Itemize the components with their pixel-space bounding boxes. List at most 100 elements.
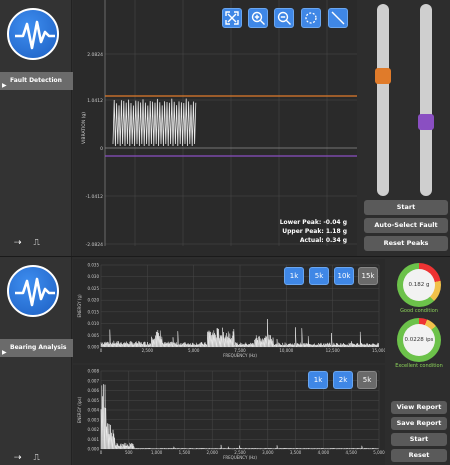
range-2k-button[interactable]: 2k [333,371,353,389]
reset-button[interactable]: Reset [391,449,447,462]
start-button[interactable]: Start [364,200,448,215]
velocity-spectrum-plot[interactable]: 0.008 0.007 0.006 0.005 0.004 0.003 0.002 0.001… [73,365,385,465]
draw-line-button[interactable] [328,8,348,28]
lower-peak-label: Lower Peak: [279,219,322,226]
arrows-icon[interactable]: ⇢ [14,453,22,463]
nav-tab-fault-detection[interactable]: ▶ Fault Detection [0,72,78,90]
pulse-icon[interactable]: ⎍ [33,238,40,248]
upper-limit-slider[interactable] [375,4,391,196]
x-tick-label: 2,000 [206,450,218,455]
upper-peak-label: Upper Peak: [282,228,324,235]
sidebar-icon-row: ⇢ ⎍ [14,453,64,463]
pulse-icon[interactable]: ⎍ [33,453,40,463]
range-1k-button[interactable]: 1k [284,267,304,285]
actual-value: 0.34 g [325,237,347,244]
y-axis-label: ENERGY (g) [77,294,82,318]
zoom-in-button[interactable] [248,8,268,28]
spectrum-trace [100,318,379,348]
upper-peak-value: 1.18 g [325,228,347,235]
x-tick-label: 4,500 [345,450,357,455]
vibration-plot[interactable]: 2.0824 1.0412 0 -1.0412 -2.0824 VIBRATIO… [73,0,357,256]
spectrum-trace [100,384,379,450]
velocity-condition-label: Excellent condition [395,363,443,369]
zoom-out-button[interactable] [274,8,294,28]
upper-limit-thumb[interactable] [375,68,391,84]
draw-line-icon [331,11,345,25]
x-tick-label: 0 [100,348,103,353]
velocity-spectrum-svg: 0.008 0.007 0.006 0.005 0.004 0.003 0.002 0.001… [77,369,385,461]
y-tick-label: 0.020 [88,298,100,303]
y-tick-label: 0.000 [88,345,100,350]
fault-sidebar: ▶ Fault Detection ⇢ ⎍ [0,0,78,256]
x-tick-label: 3,000 [262,450,274,455]
y-tick-label: 0.003 [88,417,100,422]
lower-peak-value: -0.04 g [323,219,347,226]
acceleration-spectrum-svg: 0.035 0.030 0.025 0.020 0.015 0.010 0.005 0.000… [77,263,385,359]
vibration-waveform [112,98,197,147]
bearing-analysis-panel: ▶ Bearing Analysis ⇢ ⎍ 0.035 0.030 0.025 0.0… [0,256,450,465]
logo-waveform-icon [7,8,59,60]
actual-label: Actual: [299,237,324,244]
velocity-gauge: 0.0228 ips [397,318,441,362]
range-5k-button[interactable]: 5k [357,371,377,389]
y-tick-label: 0.004 [88,408,100,413]
x-tick-label: 5,000 [373,450,385,455]
y-tick-label: -1.0412 [86,194,104,200]
y-tick-label: 0.002 [88,427,100,432]
save-report-button[interactable]: Save Report [391,417,447,430]
y-tick-label: 0.005 [88,398,100,403]
range-5k-button[interactable]: 5k [309,267,329,285]
x-tick-label: 12,500 [326,348,340,353]
fault-detection-panel: ▶ Fault Detection ⇢ ⎍ [0,0,450,256]
y-tick-label: 0.008 [88,369,100,374]
x-tick-label: 4,000 [318,450,330,455]
range-1k-button[interactable]: 1k [308,371,328,389]
arrows-icon[interactable]: ⇢ [14,238,22,248]
sidebar-icon-row: ⇢ ⎍ [14,238,64,248]
y-tick-label: 0.005 [88,333,100,338]
select-region-button[interactable] [301,8,321,28]
y-tick-label: -2.0824 [86,242,104,248]
lower-limit-slider[interactable] [418,4,434,196]
start-button[interactable]: Start [391,433,447,446]
x-tick-label: 2,500 [234,450,246,455]
x-tick-label: 0 [100,450,103,455]
select-region-icon [305,12,317,24]
nav-tab-label: Bearing Analysis [10,344,67,351]
x-tick-label: 1,500 [179,450,191,455]
range-15k-button[interactable]: 15k [358,267,378,285]
y-axis-label: ENERGY (ips) [77,396,82,423]
nav-tab-bearing-analysis[interactable]: ▶ Bearing Analysis [0,339,78,357]
y-tick-label: 2.0824 [87,52,103,58]
zoom-out-icon [277,11,291,25]
y-tick-label: 0 [100,146,103,152]
nav-tab-label: Fault Detection [10,77,62,84]
y-tick-label: 0.030 [88,274,100,279]
reset-peaks-button[interactable]: Reset Peaks [364,236,448,251]
lower-limit-thumb[interactable] [418,114,434,130]
acceleration-spectrum-plot[interactable]: 0.035 0.030 0.025 0.020 0.015 0.010 0.005 0.000… [73,259,385,363]
acceleration-gauge-value: 0.182 g [408,282,430,288]
fit-view-button[interactable] [222,8,242,28]
zoom-in-icon [251,11,265,25]
auto-select-fault-limits-button[interactable]: Auto-Select Fault Limits [364,218,448,244]
y-tick-label: 0.007 [88,378,100,383]
y-tick-label: 0.015 [88,309,100,314]
range-10k-button[interactable]: 10k [334,267,354,285]
bearing-sidebar: ▶ Bearing Analysis ⇢ ⎍ [0,257,78,465]
y-tick-label: 0.025 [88,286,100,291]
x-tick-label: 5,000 [188,348,200,353]
y-tick-label: 1.0412 [87,98,103,104]
y-tick-label: 0.000 [88,447,100,452]
x-tick-label: 2,500 [142,348,154,353]
vibration-plot-svg: 2.0824 1.0412 0 -1.0412 -2.0824 VIBRATIO… [81,0,357,248]
view-report-button[interactable]: View Report [391,401,447,414]
x-tick-label: 15,000 [372,348,385,353]
peak-readout: Lower Peak: -0.04 g Upper Peak: 1.18 g A… [269,218,347,245]
y-tick-label: 0.035 [88,263,100,268]
x-tick-label: 500 [125,450,133,455]
logo-waveform-icon [7,265,59,317]
x-tick-label: 7,500 [234,348,246,353]
y-axis-label: VIBRATION (g) [81,112,87,144]
